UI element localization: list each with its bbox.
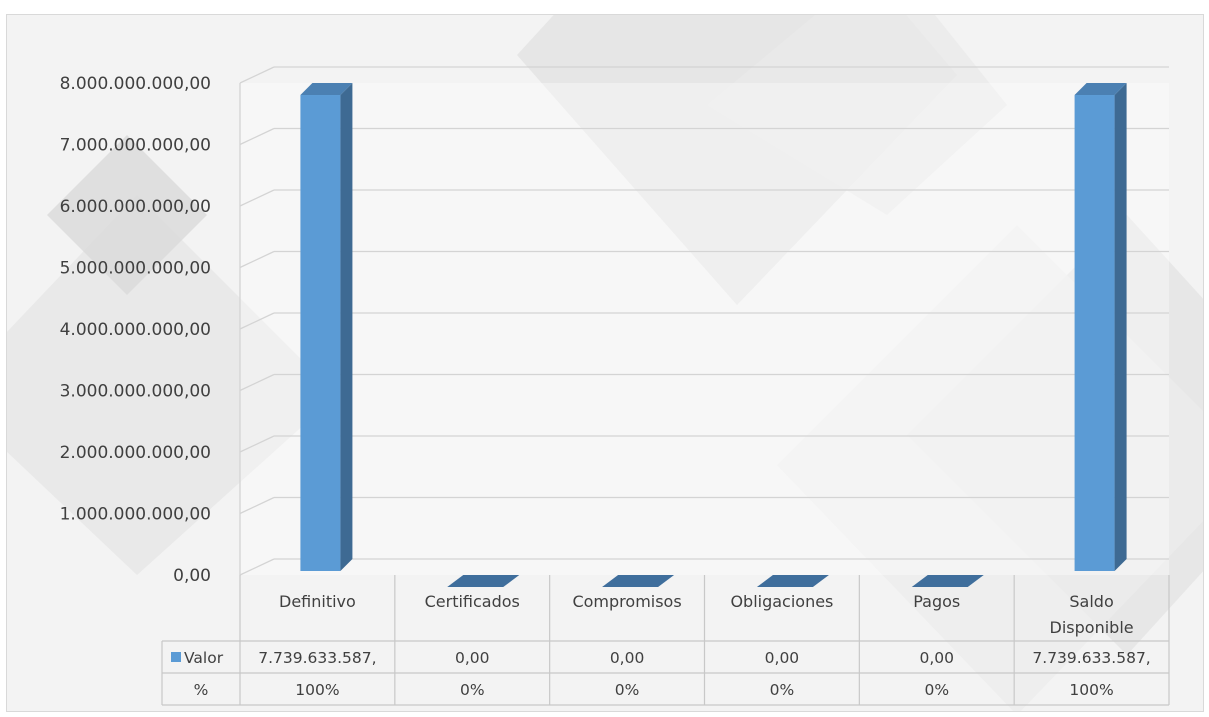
y-tick-label: 4.000.000.000,00 [60,320,211,340]
bar-flat [756,575,829,587]
bar-flat [447,575,520,587]
table-cell: 7.739.633.587, [258,649,376,667]
category-label: Compromisos [572,592,681,611]
gridline-side [239,435,275,453]
bar-front [300,95,341,571]
y-tick-label: 8.000.000.000,00 [60,74,211,94]
bar-side [340,83,353,571]
y-tick-label: 7.000.000.000,00 [60,136,211,156]
gridline-side [239,127,275,146]
legend-swatch [171,652,181,662]
table-cell: 0% [770,681,795,699]
bar-flat [602,575,675,587]
bar-flat [911,575,984,587]
gridline-side [239,250,275,269]
y-tick-label: 0,00 [173,566,211,586]
table-row-key: % [194,681,209,699]
y-axis: 0,00 1.000.000.000,00 2.000.000.000,00 3.00… [60,74,211,586]
gridline-side [239,312,275,330]
table-cell: 0% [615,681,640,699]
gridline-side [239,373,275,392]
background-diamond [47,135,207,295]
table-cell: 0,00 [765,649,800,667]
y-tick-label: 2.000.000.000,00 [60,443,211,463]
bar [911,575,984,587]
y-tick-label: 6.000.000.000,00 [60,197,211,217]
category-label-line2: Disponible [1050,618,1134,637]
table-cell: 0,00 [455,649,490,667]
category-label: Pagos [913,592,960,611]
table-cell: 0% [460,681,485,699]
category-label: Obligaciones [730,592,833,611]
plot-area [240,83,1169,575]
bar [447,575,520,587]
bar [602,575,675,587]
table-cell: 0,00 [610,649,645,667]
bar-side [1114,83,1127,571]
gridline-side [239,66,275,84]
category-label: Definitivo [279,592,356,611]
chart-area: 0,00 1.000.000.000,00 2.000.000.000,00 3.00… [6,14,1204,712]
gridline-side [239,496,275,515]
table-cell: 100% [295,681,339,699]
gridline-side [239,189,275,207]
data-table: Definitivo Certificados Compromisos Obligac… [161,575,1170,706]
bar-front [1074,95,1115,571]
gridlines [239,66,1169,576]
bar [1074,83,1127,571]
table-cell: 7.739.633.587, [1032,649,1150,667]
gridline-side [239,558,275,576]
category-label: Saldo [1069,592,1113,611]
table-cell: 0,00 [919,649,954,667]
bar-top [1074,83,1127,96]
table-cell: 0% [924,681,949,699]
table-row-key: Valor [184,649,224,667]
y-tick-label: 5.000.000.000,00 [60,259,211,279]
category-label: Certificados [425,592,520,611]
bar [300,83,353,571]
bar [756,575,829,587]
background-diamond [7,195,337,575]
y-tick-label: 3.000.000.000,00 [60,382,211,402]
y-tick-label: 1.000.000.000,00 [60,505,211,525]
background-diamond [707,15,1007,215]
table-cell: 100% [1069,681,1113,699]
bar-chart: 0,00 1.000.000.000,00 2.000.000.000,00 3.00… [7,15,1203,711]
bars [300,83,1127,587]
bar-top [300,83,353,96]
